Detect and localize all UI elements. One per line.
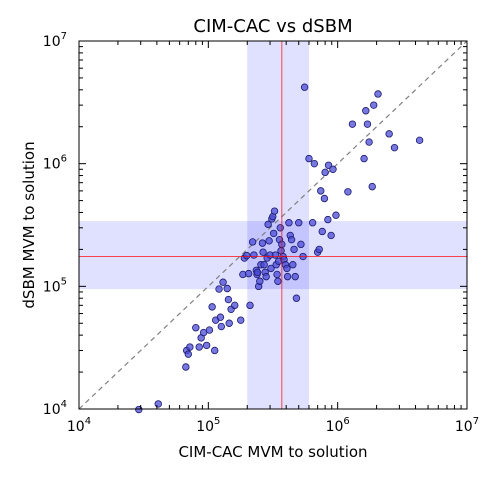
data-point xyxy=(269,229,278,238)
data-point xyxy=(297,240,305,249)
data-point xyxy=(231,301,239,310)
data-point xyxy=(274,277,282,285)
data-point xyxy=(348,120,357,128)
data-point xyxy=(215,285,223,293)
data-point xyxy=(192,324,200,332)
data-point xyxy=(217,322,226,331)
data-point xyxy=(260,261,268,269)
data-point xyxy=(243,251,251,260)
data-point xyxy=(283,272,292,281)
data-point xyxy=(219,278,227,286)
center-lines xyxy=(79,41,467,409)
reference-line xyxy=(78,40,468,410)
chart-title: CIM-CAC vs dSBM xyxy=(193,16,352,37)
data-point xyxy=(318,227,326,236)
data-point xyxy=(205,326,214,334)
data-point xyxy=(273,270,281,279)
data-point xyxy=(315,245,323,254)
data-point xyxy=(292,294,301,302)
data-point xyxy=(182,363,190,371)
data-point xyxy=(368,182,376,191)
reference-line-group xyxy=(78,40,468,410)
data-point xyxy=(362,107,370,115)
data-point xyxy=(259,248,267,256)
data-point xyxy=(256,277,264,285)
data-point xyxy=(262,272,270,281)
data-point xyxy=(267,264,275,273)
data-point xyxy=(244,269,253,278)
x-tick-label: 107 xyxy=(455,416,479,435)
data-point xyxy=(246,301,254,310)
y-tick-label: 106 xyxy=(43,154,67,173)
data-point xyxy=(287,235,296,244)
data-point xyxy=(184,350,192,358)
data-points xyxy=(135,83,424,414)
data-point xyxy=(365,138,373,146)
data-point xyxy=(285,219,293,227)
axis-ticks xyxy=(78,40,468,410)
data-point xyxy=(283,264,291,273)
data-point xyxy=(317,187,325,195)
x-tick-label: 105 xyxy=(196,416,220,435)
data-point xyxy=(270,207,279,215)
data-point xyxy=(276,224,284,232)
data-point xyxy=(225,319,233,327)
data-point xyxy=(291,272,299,281)
data-point xyxy=(360,154,368,163)
data-point xyxy=(224,295,233,304)
data-point xyxy=(370,101,378,109)
x-axis-label: CIM-CAC MVM to solution xyxy=(178,443,367,461)
y-tick-label: 107 xyxy=(43,31,67,50)
data-point xyxy=(186,343,194,351)
x-tick-label: 106 xyxy=(326,416,350,435)
data-point xyxy=(271,251,280,259)
data-point xyxy=(290,245,298,254)
data-point xyxy=(210,346,219,355)
data-point xyxy=(154,400,162,408)
x-tick-label: 104 xyxy=(67,416,91,435)
data-point xyxy=(308,219,317,227)
plot-area xyxy=(78,40,468,414)
data-point xyxy=(289,261,297,269)
data-point xyxy=(195,343,203,351)
data-point xyxy=(415,136,424,145)
data-point xyxy=(253,268,262,277)
data-point xyxy=(223,284,231,293)
y-tick-label: 104 xyxy=(43,399,67,418)
data-point xyxy=(332,211,340,219)
data-point xyxy=(250,251,258,259)
data-point xyxy=(216,313,225,321)
data-point xyxy=(329,165,337,173)
data-point xyxy=(208,303,216,311)
data-point xyxy=(321,168,329,177)
data-point xyxy=(258,239,267,247)
plot-frame xyxy=(78,40,468,410)
data-point xyxy=(305,154,313,163)
data-point xyxy=(265,237,273,245)
data-point xyxy=(390,143,399,152)
data-point xyxy=(310,159,319,168)
data-point xyxy=(374,90,382,98)
y-axis-label: dSBM MVM to solution xyxy=(20,141,38,308)
data-point xyxy=(363,120,372,128)
data-point xyxy=(327,231,335,240)
data-point xyxy=(295,219,303,227)
data-point xyxy=(202,341,211,350)
data-point xyxy=(237,316,245,324)
data-point xyxy=(385,130,393,138)
data-point xyxy=(320,194,329,203)
data-point xyxy=(248,238,257,246)
data-point xyxy=(344,188,352,196)
y-tick-label: 105 xyxy=(43,276,67,295)
data-point xyxy=(264,220,272,229)
data-point xyxy=(300,83,309,91)
data-point xyxy=(324,215,332,224)
